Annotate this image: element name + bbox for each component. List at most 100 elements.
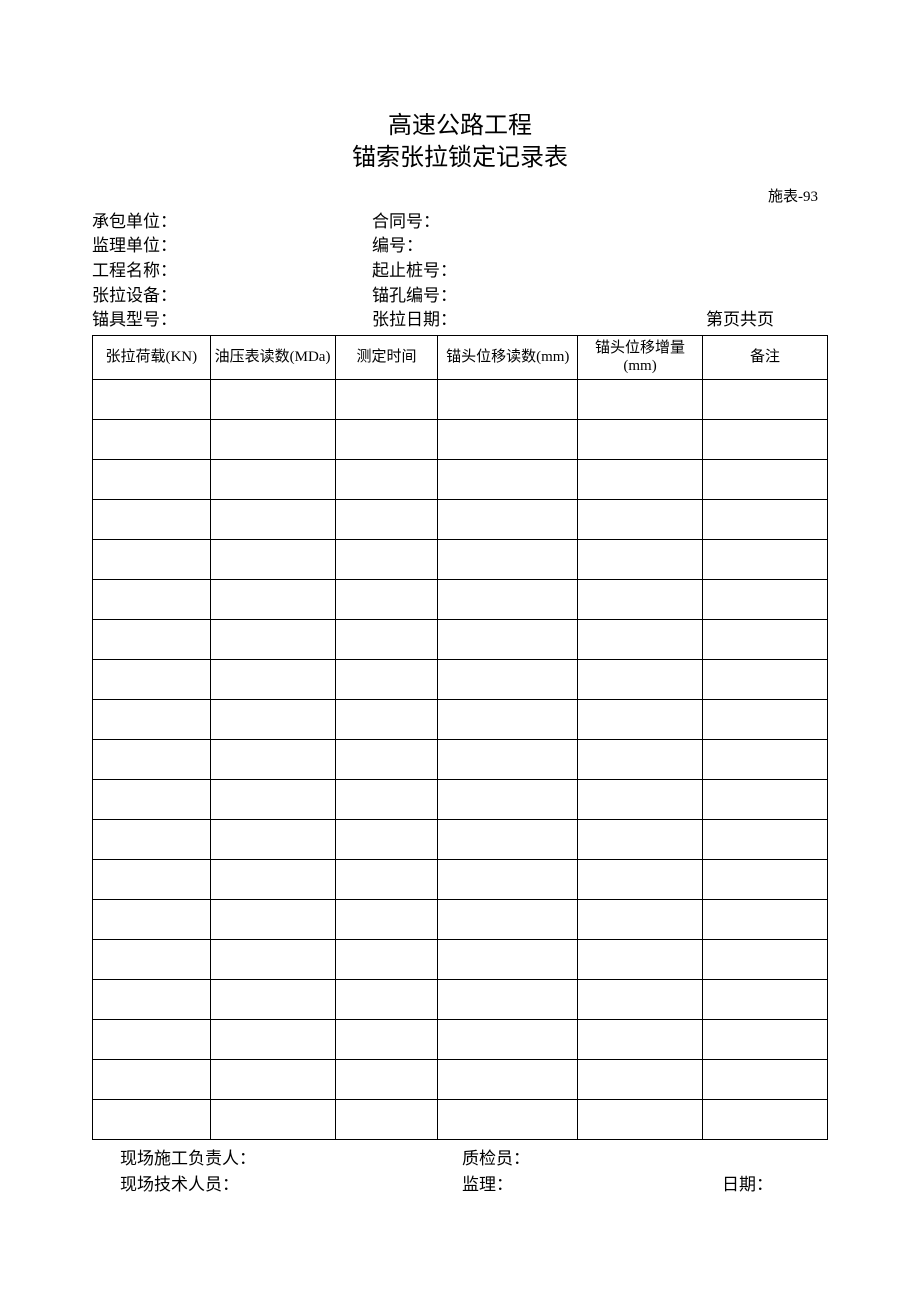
table-cell	[335, 539, 438, 579]
table-cell	[438, 859, 578, 899]
table-cell	[210, 539, 335, 579]
table-cell	[93, 779, 211, 819]
table-cell	[210, 419, 335, 459]
table-cell	[438, 899, 578, 939]
form-code: 施表-93	[92, 185, 828, 206]
table-row	[93, 379, 828, 419]
table-cell	[703, 739, 828, 779]
title-line-2: 锚索张拉锁定记录表	[92, 142, 828, 174]
table-cell	[210, 859, 335, 899]
table-row	[93, 659, 828, 699]
meta-right-label	[652, 210, 828, 235]
title-line-1: 高速公路工程	[92, 110, 828, 142]
table-cell	[438, 579, 578, 619]
table-cell	[578, 379, 703, 419]
meta-mid-label: 锚孔编号：	[372, 284, 652, 309]
meta-left-label: 承包单位：	[92, 210, 372, 235]
table-cell	[210, 1099, 335, 1139]
table-cell	[703, 659, 828, 699]
table-cell	[438, 1099, 578, 1139]
table-cell	[93, 419, 211, 459]
table-cell	[578, 539, 703, 579]
table-cell	[578, 939, 703, 979]
table-row	[93, 739, 828, 779]
table-cell	[703, 1019, 828, 1059]
table-cell	[703, 819, 828, 859]
table-cell	[438, 1059, 578, 1099]
table-cell	[438, 1019, 578, 1059]
table-cell	[578, 659, 703, 699]
table-cell	[703, 379, 828, 419]
table-cell	[210, 939, 335, 979]
table-cell	[335, 1099, 438, 1139]
table-cell	[703, 939, 828, 979]
table-cell	[578, 1059, 703, 1099]
table-cell	[93, 739, 211, 779]
table-row	[93, 459, 828, 499]
title-block: 高速公路工程 锚索张拉锁定记录表	[92, 110, 828, 175]
table-row	[93, 939, 828, 979]
table-cell	[93, 1059, 211, 1099]
table-cell	[335, 419, 438, 459]
footer-label: 监理：	[412, 1172, 662, 1198]
table-cell	[438, 819, 578, 859]
table-column-header: 油压表读数(MDa)	[210, 335, 335, 379]
footer-row: 现场施工负责人：质检员：	[92, 1146, 828, 1172]
table-row	[93, 779, 828, 819]
table-cell	[335, 819, 438, 859]
table-cell	[703, 899, 828, 939]
table-cell	[335, 619, 438, 659]
meta-right-label	[652, 284, 828, 309]
table-cell	[438, 619, 578, 659]
table-cell	[703, 979, 828, 1019]
table-cell	[703, 779, 828, 819]
table-cell	[335, 899, 438, 939]
table-cell	[703, 859, 828, 899]
footer-label: 现场施工负责人：	[92, 1146, 412, 1172]
table-cell	[210, 819, 335, 859]
table-cell	[335, 979, 438, 1019]
table-cell	[578, 739, 703, 779]
table-column-header: 锚头位移增量(mm)	[578, 335, 703, 379]
table-cell	[578, 979, 703, 1019]
table-cell	[210, 899, 335, 939]
meta-left-label: 工程名称：	[92, 259, 372, 284]
table-cell	[335, 379, 438, 419]
table-row	[93, 1099, 828, 1139]
table-cell	[335, 459, 438, 499]
footer-label: 现场技术人员：	[92, 1172, 412, 1198]
table-cell	[93, 939, 211, 979]
table-cell	[703, 459, 828, 499]
table-cell	[578, 419, 703, 459]
table-cell	[335, 659, 438, 699]
table-cell	[210, 1019, 335, 1059]
table-cell	[93, 1099, 211, 1139]
meta-block: 承包单位：合同号：监理单位：编号：工程名称：起止桩号：张拉设备：锚孔编号：锚具型…	[92, 210, 828, 333]
table-row	[93, 819, 828, 859]
table-cell	[210, 1059, 335, 1099]
table-cell	[93, 619, 211, 659]
table-cell	[93, 539, 211, 579]
table-cell	[335, 779, 438, 819]
meta-right-label	[652, 259, 828, 284]
table-cell	[93, 859, 211, 899]
meta-left-label: 监理单位：	[92, 234, 372, 259]
table-cell	[703, 419, 828, 459]
table-cell	[438, 699, 578, 739]
table-cell	[703, 579, 828, 619]
table-row	[93, 979, 828, 1019]
table-cell	[578, 619, 703, 659]
table-row	[93, 579, 828, 619]
table-row	[93, 899, 828, 939]
table-cell	[93, 699, 211, 739]
table-cell	[93, 899, 211, 939]
footer-block: 现场施工负责人：质检员：现场技术人员：监理：日期：	[92, 1146, 828, 1199]
meta-row: 张拉设备：锚孔编号：	[92, 284, 828, 309]
table-cell	[335, 739, 438, 779]
table-cell	[703, 619, 828, 659]
footer-label	[662, 1146, 828, 1172]
table-cell	[93, 579, 211, 619]
table-cell	[210, 459, 335, 499]
table-cell	[438, 499, 578, 539]
table-cell	[578, 779, 703, 819]
